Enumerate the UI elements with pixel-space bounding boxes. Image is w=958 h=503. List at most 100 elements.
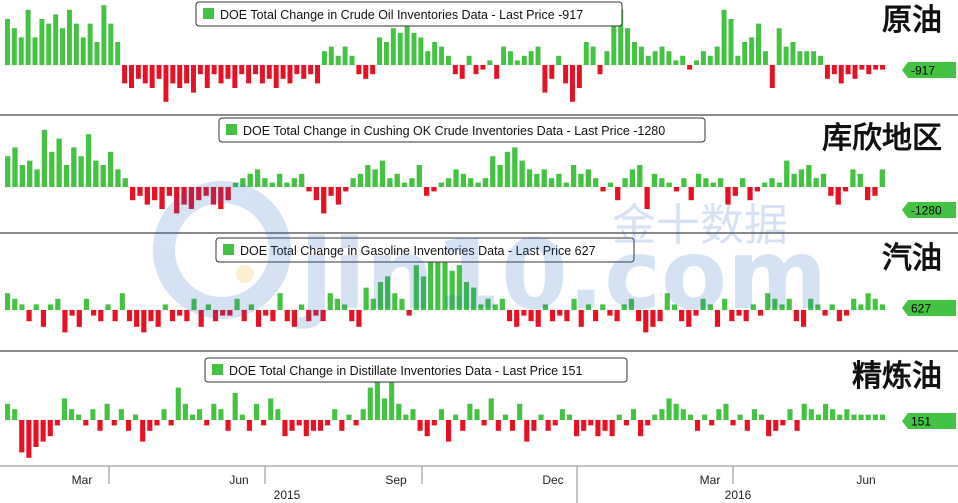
bar <box>680 55 686 65</box>
bar <box>571 298 577 310</box>
panel-3: DOE Total Change in Gasoline Inventories… <box>0 237 958 352</box>
x-month-label: Jun <box>856 473 875 487</box>
bar <box>211 403 217 420</box>
x-month-label: Mar <box>700 473 721 487</box>
bar <box>607 182 614 187</box>
bar <box>188 187 195 209</box>
bar <box>60 28 66 65</box>
bar <box>637 165 643 187</box>
bar <box>39 19 45 65</box>
bar <box>475 182 481 187</box>
bar <box>622 178 628 187</box>
bar <box>666 51 672 65</box>
bar <box>723 403 729 420</box>
bar <box>615 187 621 201</box>
svg-text:627: 627 <box>911 302 931 316</box>
panel-title-cn: 库欣地区 <box>822 121 942 156</box>
bar <box>815 414 821 420</box>
legend-box: DOE Total Change in Gasoline Inventories… <box>215 237 635 263</box>
bar <box>370 298 376 310</box>
bar <box>263 310 269 316</box>
bar <box>360 409 366 420</box>
bar <box>438 182 444 187</box>
bar <box>820 173 827 187</box>
bar <box>205 304 211 310</box>
bar <box>349 310 355 322</box>
bar <box>152 187 158 201</box>
bar <box>418 37 424 65</box>
bar <box>53 14 59 65</box>
bar <box>446 178 452 187</box>
bar <box>700 298 706 310</box>
bar <box>225 420 231 431</box>
bar <box>69 310 75 316</box>
bar <box>837 414 843 420</box>
bar <box>111 420 117 426</box>
bar <box>177 65 183 88</box>
bar <box>769 65 775 88</box>
bar <box>142 65 148 84</box>
bar <box>184 65 190 84</box>
bar <box>769 178 775 187</box>
bar <box>69 409 75 420</box>
bar <box>879 304 885 310</box>
bar <box>25 9 31 66</box>
bar <box>320 310 326 322</box>
bar <box>321 51 327 65</box>
bar <box>709 420 715 426</box>
bar <box>350 178 356 187</box>
bar <box>776 182 783 187</box>
bar <box>574 420 580 437</box>
bar <box>163 65 169 102</box>
bar <box>118 409 124 420</box>
bar <box>556 55 562 65</box>
bar <box>387 178 393 187</box>
bar <box>730 420 736 426</box>
bar <box>275 409 281 420</box>
bar <box>367 387 373 420</box>
bar <box>703 178 709 187</box>
bar <box>879 414 885 420</box>
bar <box>254 169 261 187</box>
bar <box>762 51 768 65</box>
bar <box>365 165 371 187</box>
bar <box>33 304 39 310</box>
bar <box>776 28 782 65</box>
bar <box>18 37 24 65</box>
bar <box>112 310 118 322</box>
bar <box>645 420 651 426</box>
bar <box>269 182 275 187</box>
bar <box>87 23 93 66</box>
bar <box>149 65 155 88</box>
bar <box>570 165 577 187</box>
bar <box>460 173 467 187</box>
bar <box>463 282 470 310</box>
bar <box>688 187 694 201</box>
bar <box>134 310 140 327</box>
bar <box>197 409 203 420</box>
bar <box>813 178 819 187</box>
watermark-logo <box>153 181 291 319</box>
bar <box>652 51 658 65</box>
bar <box>671 304 678 310</box>
bar <box>497 165 503 187</box>
bar <box>107 151 114 187</box>
bar <box>452 65 458 75</box>
bar <box>308 65 314 75</box>
bar <box>779 304 785 310</box>
bar <box>618 9 624 66</box>
bar <box>122 178 128 187</box>
bar <box>410 409 416 420</box>
bar <box>296 420 302 426</box>
bar <box>541 169 547 187</box>
bar <box>717 178 724 187</box>
bar <box>417 420 423 431</box>
bar <box>793 310 799 322</box>
bar <box>524 420 530 442</box>
bar <box>687 414 693 420</box>
bar <box>291 310 297 327</box>
bar <box>411 32 417 65</box>
bar <box>866 65 872 75</box>
